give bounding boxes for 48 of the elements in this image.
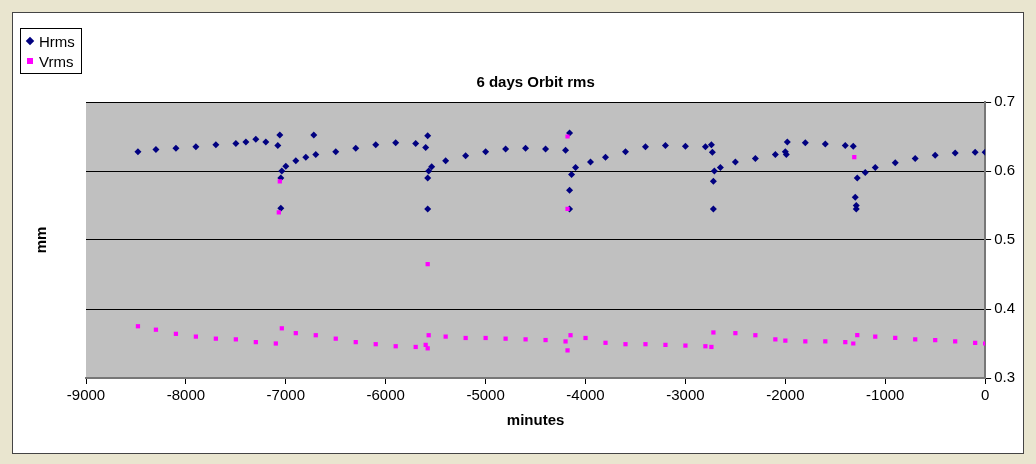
x-tick-label: -5000: [466, 386, 505, 404]
legend-label: Vrms: [39, 52, 74, 70]
point: [711, 330, 716, 335]
x-tick-label: -4000: [566, 386, 605, 404]
point: [709, 344, 714, 350]
point: [563, 339, 568, 344]
point: [623, 342, 628, 347]
point: [663, 342, 668, 347]
x-axis-title: minutes: [506, 411, 565, 429]
point: [193, 334, 199, 339]
point: [543, 337, 548, 343]
point: [851, 341, 856, 346]
point: [983, 341, 986, 346]
y-tick-label: 0.7: [994, 92, 1016, 110]
point: [733, 331, 738, 336]
y-tick-label: 0.4: [994, 299, 1016, 317]
point: [565, 206, 570, 212]
chart-title: 6 days Orbit rms: [476, 72, 595, 90]
point: [603, 340, 608, 345]
point: [873, 334, 878, 339]
point: [565, 348, 570, 353]
y-axis-title: mm: [32, 226, 50, 254]
point: [273, 341, 278, 346]
x-tick-label: -2000: [766, 386, 805, 404]
point: [565, 134, 570, 139]
point: [568, 333, 573, 338]
point: [583, 335, 588, 341]
point: [683, 343, 688, 348]
point: [276, 210, 281, 215]
point: [703, 344, 708, 349]
x-tick-label: -7000: [266, 386, 305, 404]
x-tick-label: -9000: [66, 386, 106, 404]
point: [643, 342, 648, 347]
y-tick-label: 0.3: [994, 368, 1016, 386]
point: [443, 334, 448, 339]
point: [953, 339, 958, 344]
x-tick-label: -8000: [166, 386, 206, 404]
x-tick-label: -1000: [866, 386, 905, 404]
point: [823, 339, 828, 344]
point: [503, 336, 508, 341]
legend-label: Hrms: [39, 32, 75, 50]
x-tick-label: -6000: [366, 386, 405, 404]
y-tick-label: 0.6: [994, 161, 1016, 179]
x-tick-label: 0: [980, 386, 990, 404]
point: [803, 339, 808, 344]
x-tick-label: -3000: [666, 386, 705, 404]
point: [523, 337, 528, 342]
y-tick-label: 0.5: [994, 230, 1016, 248]
